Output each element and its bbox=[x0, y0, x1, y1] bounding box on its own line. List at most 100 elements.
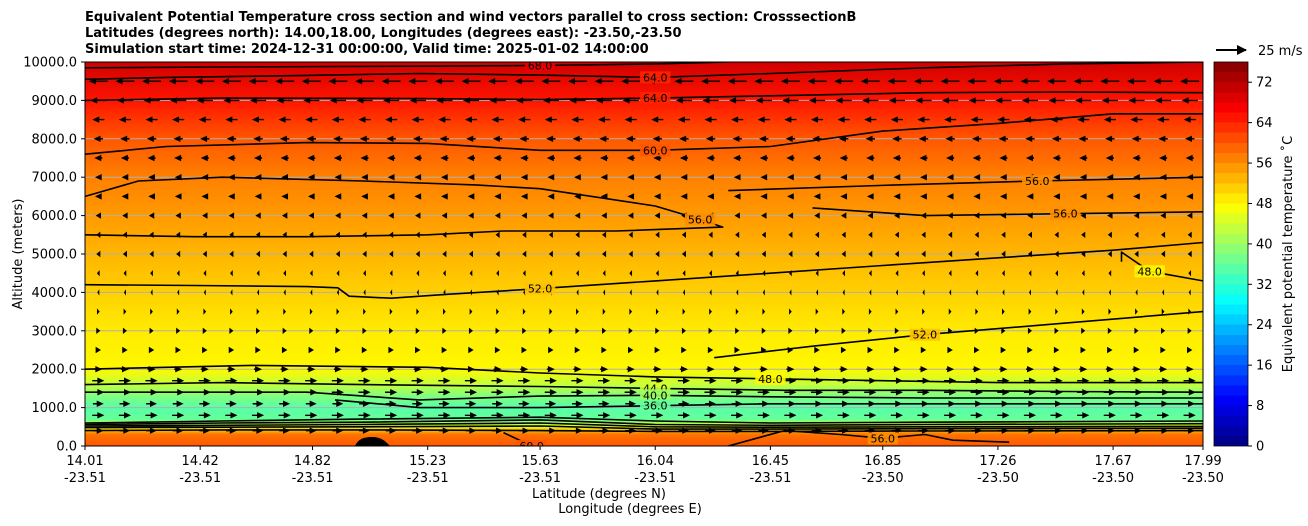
wind-arrow bbox=[255, 250, 261, 258]
wind-arrow bbox=[96, 270, 100, 277]
wind-arrow bbox=[146, 400, 157, 407]
wind-arrow bbox=[974, 231, 979, 238]
colorbar-tick-label: 72 bbox=[1256, 76, 1273, 91]
wind-arrow bbox=[736, 289, 739, 296]
wind-arrow bbox=[1135, 289, 1138, 296]
wind-arrow bbox=[94, 193, 102, 200]
wind-arrow bbox=[149, 250, 154, 258]
wind-arrow bbox=[840, 212, 847, 219]
wind-arrow bbox=[328, 78, 348, 85]
wind-arrow bbox=[1107, 346, 1113, 354]
x-tick-label-lon: -23.51 bbox=[179, 471, 221, 486]
wind-arrow bbox=[970, 412, 983, 419]
wind-arrow bbox=[336, 308, 340, 315]
y-tick-label: 10000.0 bbox=[23, 56, 77, 71]
wind-arrow bbox=[443, 270, 446, 277]
wind-arrow bbox=[946, 193, 954, 200]
wind-arrow bbox=[1156, 377, 1170, 384]
y-axis: 0.0 1000.0 2000.0 3000.0 4000.0 5000.0 6000.0 7… bbox=[23, 56, 85, 455]
wind-arrow bbox=[1103, 412, 1116, 419]
wind-arrow bbox=[974, 250, 979, 258]
wind-arrow bbox=[225, 412, 238, 419]
wind-arrow bbox=[1021, 97, 1039, 104]
wind-arrow bbox=[147, 154, 156, 162]
wind-arrow bbox=[145, 377, 158, 384]
wind-arrow bbox=[1047, 78, 1067, 85]
wind-arrow bbox=[1187, 327, 1192, 334]
wind-arrow bbox=[361, 193, 368, 200]
wind-arrow bbox=[571, 116, 584, 123]
wind-arrow bbox=[731, 389, 744, 396]
wind-arrow bbox=[576, 289, 579, 296]
wind-arrow bbox=[279, 135, 290, 142]
wind-arrow bbox=[679, 135, 689, 142]
colorbar-tick-label: 32 bbox=[1256, 278, 1273, 293]
wind-arrow bbox=[1134, 327, 1139, 334]
wind-arrow bbox=[149, 327, 154, 334]
wind-arrow bbox=[381, 78, 401, 85]
wind-arrow bbox=[1185, 366, 1194, 373]
wind-arrow bbox=[651, 377, 664, 384]
wind-arrow bbox=[787, 174, 794, 181]
wind-arrow bbox=[359, 400, 370, 407]
wind-arrow bbox=[389, 308, 393, 315]
wind-arrow bbox=[546, 135, 556, 142]
wind-arrow bbox=[681, 250, 686, 258]
contour-label-bg bbox=[524, 62, 556, 72]
wind-arrow bbox=[675, 97, 693, 104]
wind-arrow bbox=[1081, 231, 1086, 238]
wind-arrow bbox=[679, 154, 688, 162]
wind-arrow bbox=[919, 366, 928, 373]
x-tick-label-lat: 14.82 bbox=[294, 454, 331, 469]
wind-arrow bbox=[227, 154, 236, 162]
wind-arrow bbox=[946, 154, 955, 162]
x-tick-label-lon: -23.51 bbox=[749, 471, 791, 486]
wind-arrow bbox=[363, 270, 366, 277]
wind-arrow bbox=[1078, 135, 1088, 142]
wind-arrow bbox=[920, 174, 927, 181]
wind-arrow bbox=[142, 78, 161, 85]
wind-arrow bbox=[573, 366, 582, 373]
wind-arrow bbox=[597, 377, 611, 384]
wind-arrow bbox=[495, 250, 500, 258]
wind-arrow bbox=[280, 154, 289, 162]
wind-arrow bbox=[733, 154, 742, 162]
wind-arrow bbox=[918, 135, 929, 142]
x-tick-label-lat: 17.67 bbox=[1095, 454, 1132, 469]
plot-area: 68.0 64.0 64.0 60.0 56.0 56.0 56.0 52.0 48.0 52.0… bbox=[85, 59, 1203, 446]
wind-arrow bbox=[731, 412, 744, 419]
wind-arrow bbox=[1159, 366, 1168, 373]
wind-arrow bbox=[362, 250, 367, 258]
wind-arrow bbox=[708, 231, 713, 238]
contour-label-bg bbox=[640, 71, 671, 84]
wind-arrow bbox=[333, 154, 342, 162]
wind-arrow bbox=[735, 231, 740, 238]
wind-arrow bbox=[358, 412, 371, 419]
theta-contours: 68.0 64.0 64.0 60.0 56.0 56.0 56.0 52.0 48.0 52.0… bbox=[85, 59, 1203, 446]
wind-arrow bbox=[786, 154, 795, 162]
wind-arrow bbox=[890, 116, 903, 123]
wind-arrow bbox=[301, 78, 321, 85]
contour-label-bg bbox=[640, 399, 671, 412]
wind-arrow bbox=[122, 346, 128, 354]
wind-arrow bbox=[1156, 116, 1170, 123]
wind-arrow bbox=[97, 289, 100, 296]
contour-label: 68.0 bbox=[528, 59, 553, 72]
wind-arrow bbox=[576, 308, 579, 315]
wind-arrow bbox=[118, 412, 132, 419]
wind-arrow bbox=[841, 250, 846, 258]
wind-arrow bbox=[942, 97, 959, 104]
wind-arrow bbox=[413, 154, 422, 162]
contour-line bbox=[728, 176, 1203, 192]
wind-arrow bbox=[148, 174, 155, 181]
wind-arrow bbox=[1020, 78, 1040, 85]
wind-arrow bbox=[679, 366, 688, 373]
y-tick-label: 4000.0 bbox=[32, 286, 78, 301]
wind-arrow bbox=[201, 174, 209, 181]
y-tick-label: 5000.0 bbox=[32, 248, 78, 263]
wind-arrow bbox=[121, 174, 129, 181]
wind-arrow bbox=[813, 193, 821, 200]
contour-label-bg bbox=[640, 144, 671, 157]
wind-arrow bbox=[1027, 346, 1033, 354]
colorbar bbox=[1214, 62, 1248, 446]
